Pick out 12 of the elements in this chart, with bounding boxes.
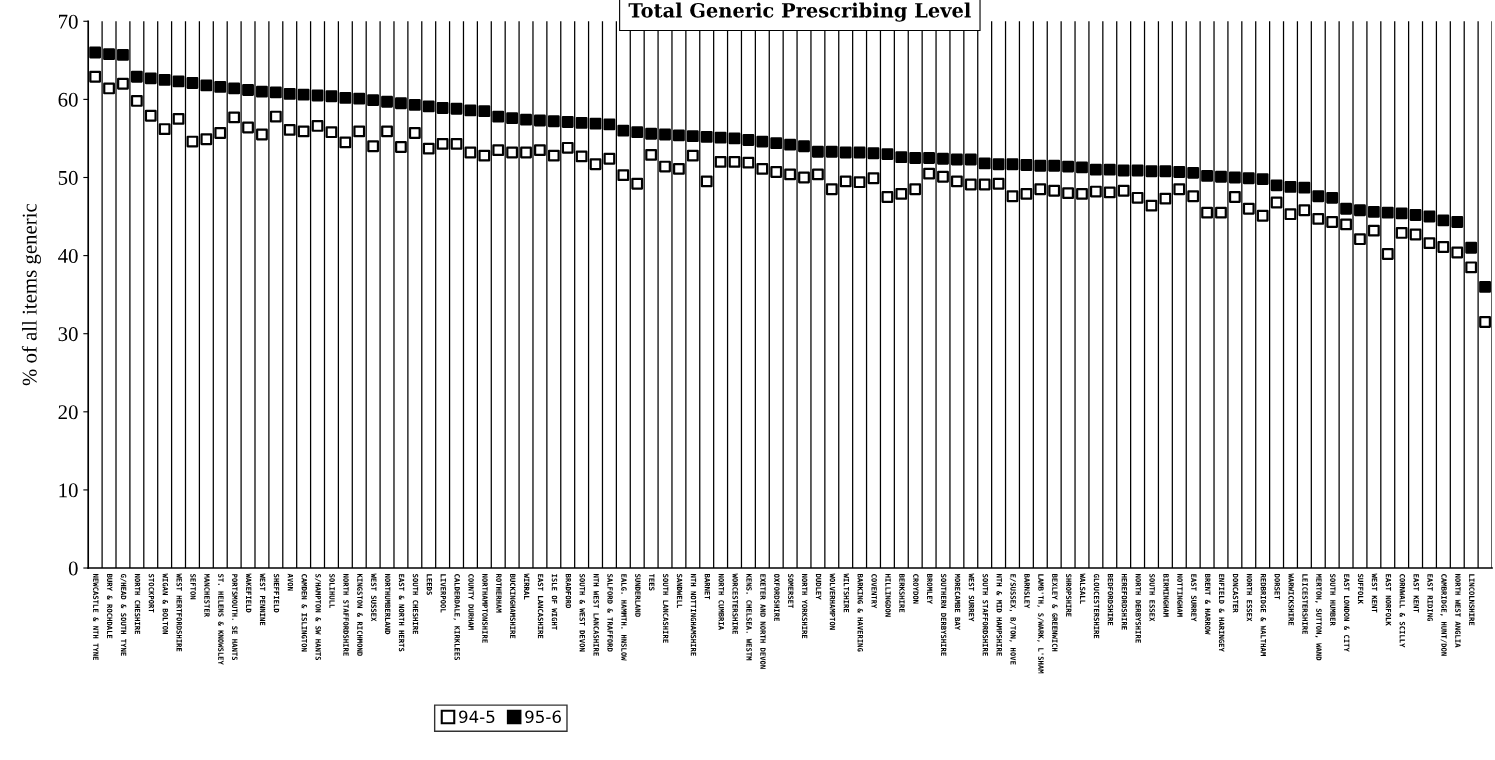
y-tick-label: 50 xyxy=(58,170,78,185)
y-tick-label: 70 xyxy=(59,14,78,29)
y-tick-label: 40 xyxy=(58,248,78,264)
legend-label: 95-6 xyxy=(525,710,561,724)
y-tick-label: 10 xyxy=(59,483,78,498)
chart-title: Total Generic Prescribing Level xyxy=(628,2,971,22)
y-axis-title: % of all items generic xyxy=(21,203,41,386)
legend-label: 94-5 xyxy=(459,710,495,724)
y-tick-label: 30 xyxy=(58,327,78,342)
y-tick-label: 0 xyxy=(68,561,78,576)
y-tick-label: 60 xyxy=(58,92,78,107)
y-tick-label: 20 xyxy=(58,405,78,420)
